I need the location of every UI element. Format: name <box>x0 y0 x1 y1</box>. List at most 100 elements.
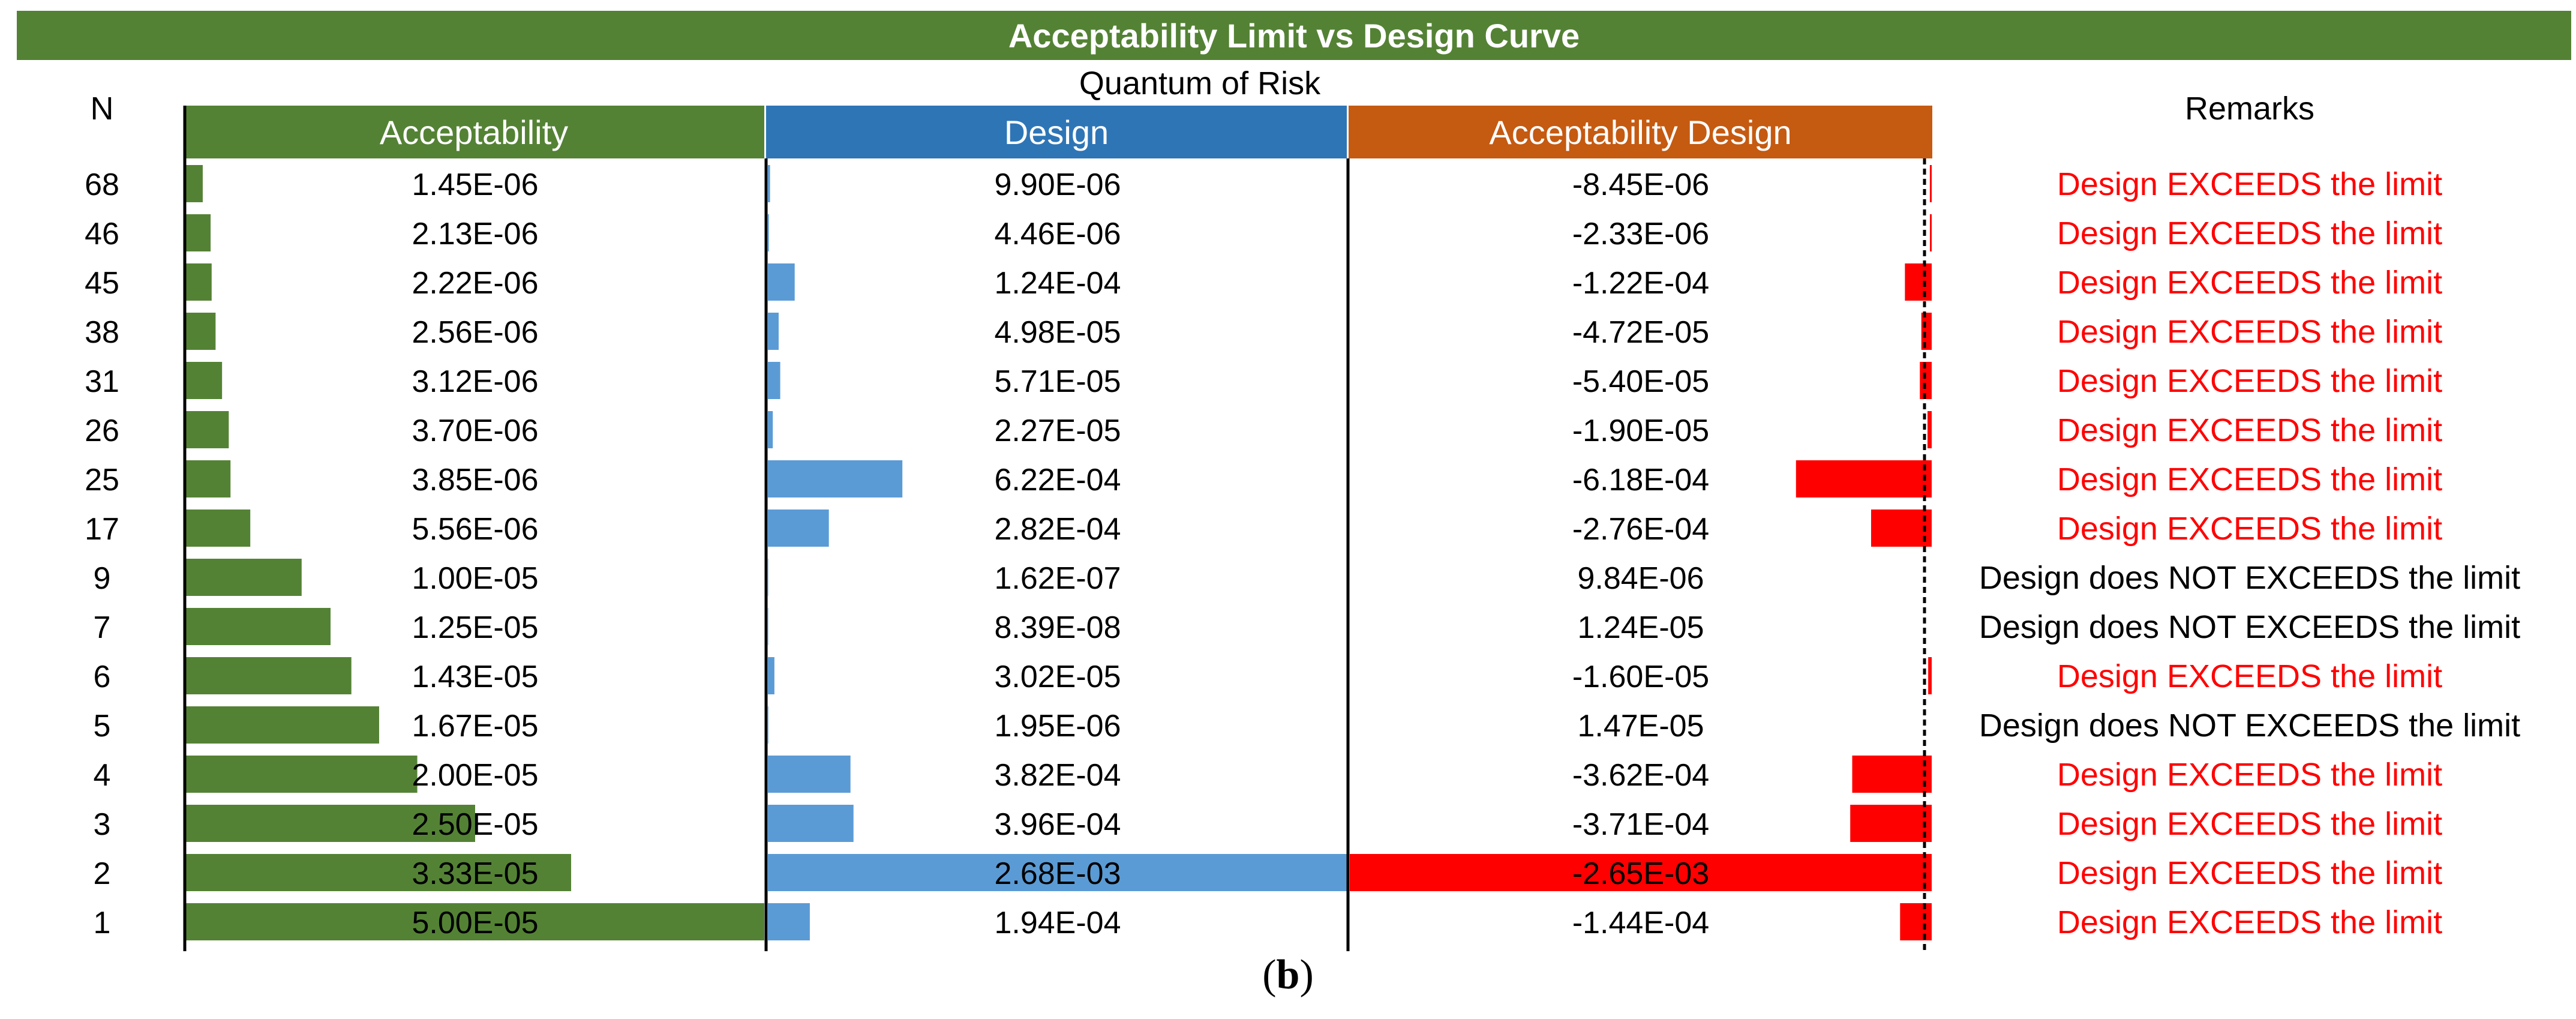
difference-value-label: -2.76E-04 <box>1572 512 1709 547</box>
row-n-label: 4 <box>94 758 111 793</box>
remark-label: Design EXCEEDS the limit <box>2057 461 2442 497</box>
remark-label: Design EXCEEDS the limit <box>2057 265 2442 301</box>
row-n-label: 7 <box>94 610 111 645</box>
design-value-label: 2.82E-04 <box>994 512 1121 547</box>
design-value-label: 1.62E-07 <box>994 561 1121 596</box>
design-value-label: 4.98E-05 <box>994 315 1121 350</box>
remark-label: Design does NOT EXCEEDS the limit <box>1979 560 2520 596</box>
difference-bar <box>1928 411 1932 448</box>
acceptability-value-label: 1.67E-05 <box>412 709 538 744</box>
design-bar <box>768 165 770 202</box>
remark-label: Design EXCEEDS the limit <box>2057 904 2442 940</box>
design-value-label: 5.71E-05 <box>994 364 1121 399</box>
remark-label: Design EXCEEDS the limit <box>2057 166 2442 202</box>
row-n-label: 17 <box>85 512 119 547</box>
difference-value-label: -3.62E-04 <box>1572 758 1709 793</box>
remark-label: Design EXCEEDS the limit <box>2057 314 2442 350</box>
difference-value-label: -3.71E-04 <box>1572 807 1709 842</box>
row-n-label: 5 <box>94 709 111 744</box>
design-value-label: 3.82E-04 <box>994 758 1121 793</box>
design-value-label: 8.39E-08 <box>994 610 1121 645</box>
acceptability-bar <box>186 313 216 350</box>
design-bar <box>768 362 780 399</box>
difference-value-label: -4.72E-05 <box>1572 315 1709 350</box>
difference-value-label: -1.90E-05 <box>1572 413 1709 448</box>
acceptability-bar <box>186 214 211 251</box>
column-header-design: Design <box>766 106 1347 158</box>
acceptability-value-label: 2.56E-06 <box>412 315 538 350</box>
acceptability-value-label: 1.45E-06 <box>412 167 538 202</box>
design-bar <box>768 657 774 694</box>
design-bar <box>768 460 903 497</box>
remark-label: Design EXCEEDS the limit <box>2057 855 2442 891</box>
acceptability-value-label: 1.43E-05 <box>412 660 538 694</box>
design-bar <box>768 854 1347 891</box>
column-header-acceptability: Acceptability <box>184 106 764 158</box>
row-n-label: 2 <box>94 856 111 891</box>
acceptability-value-label: 1.00E-05 <box>412 561 538 596</box>
acceptability-value-label: 1.25E-05 <box>412 610 538 645</box>
remark-label: Design EXCEEDS the limit <box>2057 363 2442 399</box>
design-bar <box>768 263 795 301</box>
acceptability-bar <box>186 411 229 448</box>
design-value-label: 1.24E-04 <box>994 266 1121 301</box>
difference-bar <box>1871 510 1932 547</box>
design-bar <box>768 313 779 350</box>
acceptability-value-label: 2.50E-05 <box>412 807 538 842</box>
remark-label: Design EXCEEDS the limit <box>2057 215 2442 251</box>
row-n-label: 26 <box>85 413 119 448</box>
acceptability-bar <box>186 165 203 202</box>
design-bar <box>768 903 810 940</box>
difference-value-label: -8.45E-06 <box>1572 167 1709 202</box>
acceptability-bar <box>186 559 302 596</box>
acceptability-bar <box>186 756 418 793</box>
acceptability-bar <box>186 362 223 399</box>
design-value-label: 2.27E-05 <box>994 413 1121 448</box>
acceptability-value-label: 5.56E-06 <box>412 512 538 547</box>
design-bar <box>768 510 829 547</box>
row-n-label: 3 <box>94 807 111 842</box>
difference-value-label: -2.65E-03 <box>1572 856 1709 891</box>
difference-value-label: -6.18E-04 <box>1572 463 1709 497</box>
column-header-acceptability-design: Acceptability Design <box>1349 106 1932 158</box>
row-n-label: 1 <box>94 906 111 940</box>
design-value-label: 3.96E-04 <box>994 807 1121 842</box>
acceptability-bar <box>186 854 572 891</box>
design-bar <box>768 214 769 251</box>
design-value-label: 4.46E-06 <box>994 217 1121 251</box>
difference-bar <box>1850 805 1932 842</box>
remark-label: Design EXCEEDS the limit <box>2057 757 2442 793</box>
row-n-label: 6 <box>94 660 111 694</box>
acceptability-bar <box>186 657 352 694</box>
acceptability-value-label: 3.33E-05 <box>412 856 538 891</box>
chart-title: Acceptability Limit vs Design Curve <box>17 11 2571 60</box>
design-value-label: 1.95E-06 <box>994 709 1121 744</box>
design-value-label: 9.90E-06 <box>994 167 1121 202</box>
difference-bar <box>1350 854 1932 891</box>
acceptability-bar <box>186 903 764 940</box>
row-n-label: 45 <box>85 266 119 301</box>
acceptability-value-label: 2.13E-06 <box>412 217 538 251</box>
design-value-label: 2.68E-03 <box>994 856 1121 891</box>
remark-label: Design EXCEEDS the limit <box>2057 806 2442 842</box>
row-n-label: 38 <box>85 315 119 350</box>
acceptability-value-label: 5.00E-05 <box>412 906 538 940</box>
acceptability-value-label: 3.85E-06 <box>412 463 538 497</box>
remark-label: Design does NOT EXCEEDS the limit <box>1979 609 2520 645</box>
acceptability-bar <box>186 805 475 842</box>
row-n-label: 31 <box>85 364 119 399</box>
difference-value-label: -1.60E-05 <box>1572 660 1709 694</box>
difference-value-label: -1.44E-04 <box>1572 906 1709 940</box>
difference-value-label: 1.24E-05 <box>1577 610 1704 645</box>
design-value-label: 1.94E-04 <box>994 906 1121 940</box>
difference-value-label: -5.40E-05 <box>1572 364 1709 399</box>
acceptability-value-label: 2.22E-06 <box>412 266 538 301</box>
design-bar <box>768 411 773 448</box>
difference-bar <box>1796 460 1932 497</box>
acceptability-value-label: 3.70E-06 <box>412 413 538 448</box>
difference-value-label: 1.47E-05 <box>1577 709 1704 744</box>
difference-bar <box>1905 263 1932 301</box>
figure-caption: (b) <box>1262 952 1314 998</box>
row-n-label: 46 <box>85 217 119 251</box>
